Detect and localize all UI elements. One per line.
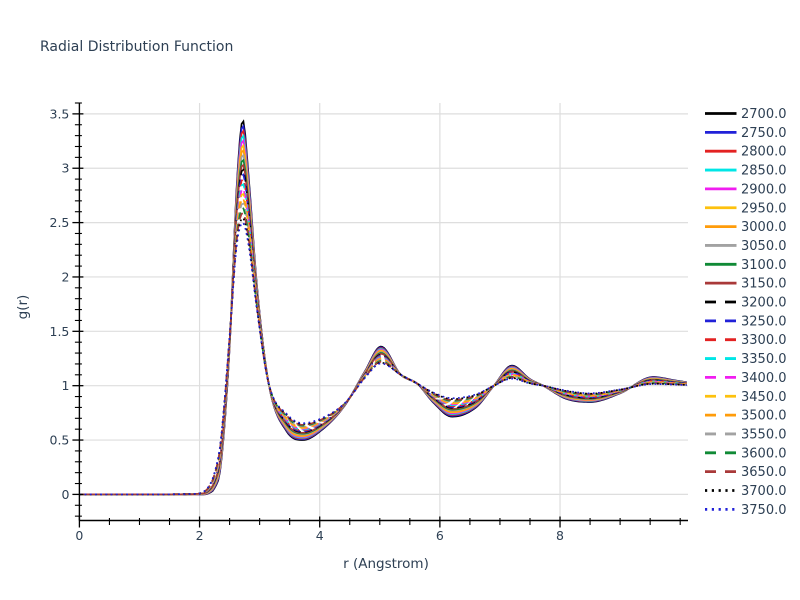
series-curve-3450.0 <box>79 192 687 496</box>
legend-label: 3350.0 <box>741 352 787 367</box>
x-tick-label: 4 <box>316 528 324 543</box>
series-curve-3400.0 <box>79 187 687 496</box>
legend-item: 3250.0 <box>705 314 787 329</box>
y-axis-label: g(r) <box>15 295 31 320</box>
legend-item: 3400.0 <box>705 371 787 386</box>
legend: 2700.0 2750.0 2800.0 2850.0 2900.0 2950.0 3000… <box>705 107 787 518</box>
series-curve-2750.0 <box>79 124 687 496</box>
legend-item: 3450.0 <box>705 390 787 405</box>
y-tick-label: 1 <box>61 378 69 393</box>
y-tick-label: 3.5 <box>50 106 70 121</box>
legend-item: 3300.0 <box>705 333 787 348</box>
legend-item: 3600.0 <box>705 446 787 461</box>
chart-title: Radial Distribution Function <box>40 39 233 55</box>
legend-label: 3050.0 <box>741 239 787 254</box>
series-curve-2900.0 <box>79 138 687 496</box>
series-curve-3000.0 <box>79 148 687 496</box>
legend-item: 3750.0 <box>705 503 787 518</box>
legend-item: 3100.0 <box>705 258 787 273</box>
y-tick-label: 2.5 <box>50 215 70 230</box>
legend-label: 2950.0 <box>741 201 787 216</box>
legend-item: 3150.0 <box>705 277 787 292</box>
y-tick-label: 0.5 <box>50 433 70 448</box>
y-tick-label: 3 <box>61 161 69 176</box>
legend-label: 3000.0 <box>741 220 787 235</box>
legend-item: 3350.0 <box>705 352 787 367</box>
tick-labels: 0 2 4 6 8 0 0.5 1 1.5 2 2.5 3 3.5 <box>50 106 565 543</box>
legend-label: 3700.0 <box>741 484 787 499</box>
legend-label: 2700.0 <box>741 107 787 122</box>
series-curve-3100.0 <box>79 158 687 496</box>
series-curve-3700.0 <box>79 217 687 496</box>
legend-label: 3550.0 <box>741 427 787 442</box>
legend-item: 3650.0 <box>705 465 787 480</box>
legend-item: 3200.0 <box>705 296 787 311</box>
y-tick-label: 1.5 <box>50 324 70 339</box>
legend-item: 3500.0 <box>705 409 787 424</box>
legend-label: 3250.0 <box>741 314 787 329</box>
legend-item: 2850.0 <box>705 164 787 179</box>
x-tick-label: 8 <box>556 528 564 543</box>
x-tick-label: 2 <box>196 528 204 543</box>
legend-item: 2700.0 <box>705 107 787 122</box>
series-curve-3300.0 <box>79 178 687 496</box>
legend-label: 3600.0 <box>741 446 787 461</box>
legend-item: 3050.0 <box>705 239 787 254</box>
series-curve-3200.0 <box>79 168 687 496</box>
x-axis-label: r (Angstrom) <box>343 556 429 572</box>
legend-item: 3700.0 <box>705 484 787 499</box>
legend-label: 2900.0 <box>741 182 787 197</box>
legend-label: 3650.0 <box>741 465 787 480</box>
legend-label: 3450.0 <box>741 390 787 405</box>
series-curve-3050.0 <box>79 153 687 496</box>
legend-label: 3200.0 <box>741 296 787 311</box>
legend-item: 3000.0 <box>705 220 787 235</box>
legend-item: 2950.0 <box>705 201 787 216</box>
legend-label: 3100.0 <box>741 258 787 273</box>
series-curve-3150.0 <box>79 163 687 496</box>
gridlines <box>79 103 688 521</box>
legend-item: 2800.0 <box>705 145 787 160</box>
legend-label: 3750.0 <box>741 503 787 518</box>
y-tick-label: 2 <box>61 269 69 284</box>
axes <box>72 102 688 528</box>
legend-item: 2750.0 <box>705 126 787 141</box>
legend-item: 3550.0 <box>705 427 787 442</box>
legend-label: 3150.0 <box>741 277 787 292</box>
legend-label: 2800.0 <box>741 145 787 160</box>
series-curve-3350.0 <box>79 182 687 496</box>
legend-label: 3400.0 <box>741 371 787 386</box>
legend-label: 3500.0 <box>741 409 787 424</box>
x-tick-label: 6 <box>436 528 444 543</box>
series-curve-2950.0 <box>79 143 687 496</box>
y-tick-label: 0 <box>61 487 69 502</box>
series-curve-3750.0 <box>79 221 687 496</box>
legend-label: 3300.0 <box>741 333 787 348</box>
legend-item: 2900.0 <box>705 182 787 197</box>
x-tick-label: 0 <box>75 528 83 543</box>
data-curves <box>79 119 687 496</box>
legend-label: 2750.0 <box>741 126 787 141</box>
legend-label: 2850.0 <box>741 164 787 179</box>
series-curve-2700.0 <box>79 119 687 496</box>
